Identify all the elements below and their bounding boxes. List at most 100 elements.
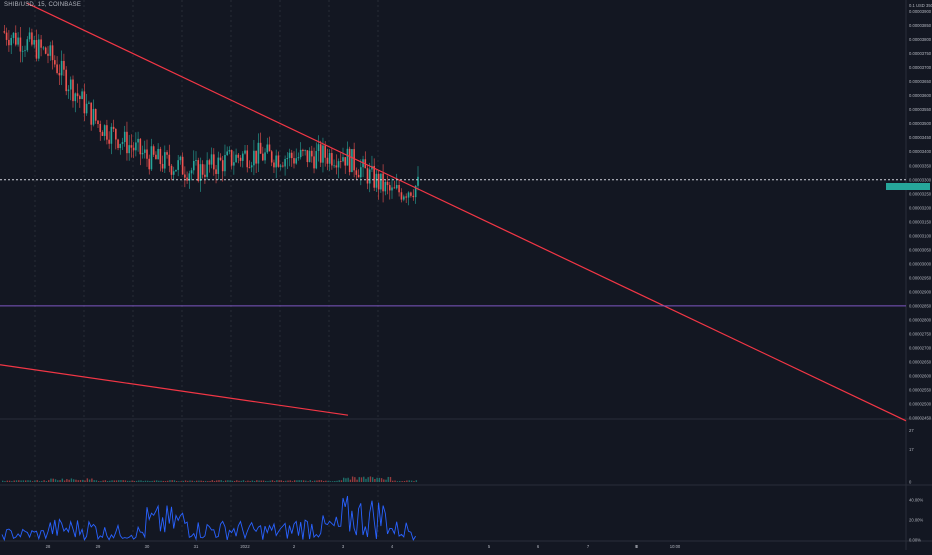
candle-body [270, 151, 273, 163]
volume-bar [73, 479, 75, 482]
candle-body [244, 150, 246, 154]
volume-bar [415, 480, 418, 482]
volume-bar [66, 479, 68, 482]
candle-body [8, 39, 10, 46]
price-tick-label: 0.00003650 [909, 79, 932, 84]
candle-body [239, 157, 242, 161]
volume-bar [331, 481, 334, 482]
volume-bar [38, 481, 41, 482]
volume-bar [4, 481, 6, 482]
volume-bar [389, 476, 392, 482]
candle-body [170, 165, 173, 175]
volume-bar [401, 481, 403, 482]
price-tick-label: 0.00003400 [909, 149, 932, 154]
volume-bar [271, 480, 274, 482]
price-scale-currency: 0.1 USD 350 [909, 3, 932, 8]
volume-bar [79, 480, 82, 482]
candle-body [224, 155, 226, 172]
volume-bar [340, 480, 343, 482]
price-axis[interactable]: 0.1 USD 3500.00003900 0.00003850 0.0000380… [909, 3, 932, 421]
candle-body [326, 157, 329, 164]
volume-bar [343, 477, 345, 482]
candle-body [92, 109, 95, 125]
candle-body [199, 164, 202, 182]
candle-body [357, 174, 360, 178]
time-axis[interactable]: 28 29 30 31 2022 2 3 4 5 6 7 89 10:00 [46, 544, 681, 549]
candle-body [69, 79, 72, 90]
candle-body [179, 156, 182, 161]
volume-bar [147, 480, 149, 482]
volume-bar [41, 480, 43, 482]
candle-body [115, 128, 117, 140]
candle-body [15, 32, 17, 45]
candle-body [135, 142, 137, 151]
candle-body [391, 187, 393, 191]
candle-body [386, 181, 389, 186]
volume-bar [31, 481, 34, 482]
volume-bar [184, 480, 187, 482]
volume-bar [307, 481, 309, 482]
volume-bar [189, 480, 191, 482]
candle-body [215, 169, 217, 174]
volume-bar [20, 480, 22, 482]
volume-bar [385, 479, 387, 482]
price-tick-label: 0.00003850 [909, 23, 932, 28]
last-price-tag [886, 183, 930, 190]
candle-body [72, 79, 74, 102]
candle-body [74, 93, 77, 102]
volume-bar [36, 480, 38, 482]
volume-bar [211, 480, 213, 482]
volume-bar [180, 481, 182, 482]
trendline-lower [0, 364, 349, 416]
volume-bar [367, 477, 369, 482]
volume-bar [100, 481, 102, 482]
volume-bar [54, 479, 57, 482]
candle-body [279, 165, 282, 167]
candle-body [130, 145, 133, 148]
volume-bar [155, 480, 158, 482]
volume-bar [408, 480, 410, 482]
candle-body [123, 131, 126, 143]
volume-bar [6, 480, 8, 482]
volume-bar [34, 480, 36, 482]
volume-bar [104, 480, 107, 482]
volume-bar [396, 481, 399, 482]
candle-body [250, 165, 253, 168]
price-tick-label: 0.00003750 [909, 51, 932, 56]
volume-bar [269, 480, 271, 482]
candle-body [201, 164, 204, 175]
candle-body [112, 126, 115, 129]
volume-bar [273, 481, 276, 482]
candle-body [110, 126, 113, 144]
candle-body [308, 150, 311, 163]
candle-body [412, 195, 415, 198]
candle-body [355, 170, 358, 175]
price-tick-label: 0.00003200 [909, 205, 932, 210]
volume-bar [11, 481, 13, 482]
time-tick-label: 31 [194, 544, 199, 549]
price-tick-label: 0.00003800 [909, 37, 932, 42]
volume-bar [338, 480, 340, 482]
candle-body [164, 152, 166, 169]
candle-body [380, 173, 382, 190]
volume-bar [115, 480, 118, 482]
candle-body [284, 159, 286, 167]
candle-body [282, 165, 284, 167]
volume-bar [68, 479, 70, 482]
time-tick-label: 6 [537, 544, 540, 549]
candle-body [58, 73, 61, 76]
volume-bar [242, 480, 245, 482]
volume-bar [77, 480, 79, 482]
volume-bar [222, 481, 225, 482]
candle-body [295, 158, 298, 164]
time-tick-label: 9 [635, 544, 638, 549]
candle-body [103, 125, 106, 136]
candle-body [351, 149, 353, 173]
volume-bar [305, 480, 307, 482]
candle-body [273, 162, 275, 168]
volume-bar [160, 480, 162, 482]
candle-body [49, 45, 52, 56]
volume-bar [296, 480, 298, 482]
